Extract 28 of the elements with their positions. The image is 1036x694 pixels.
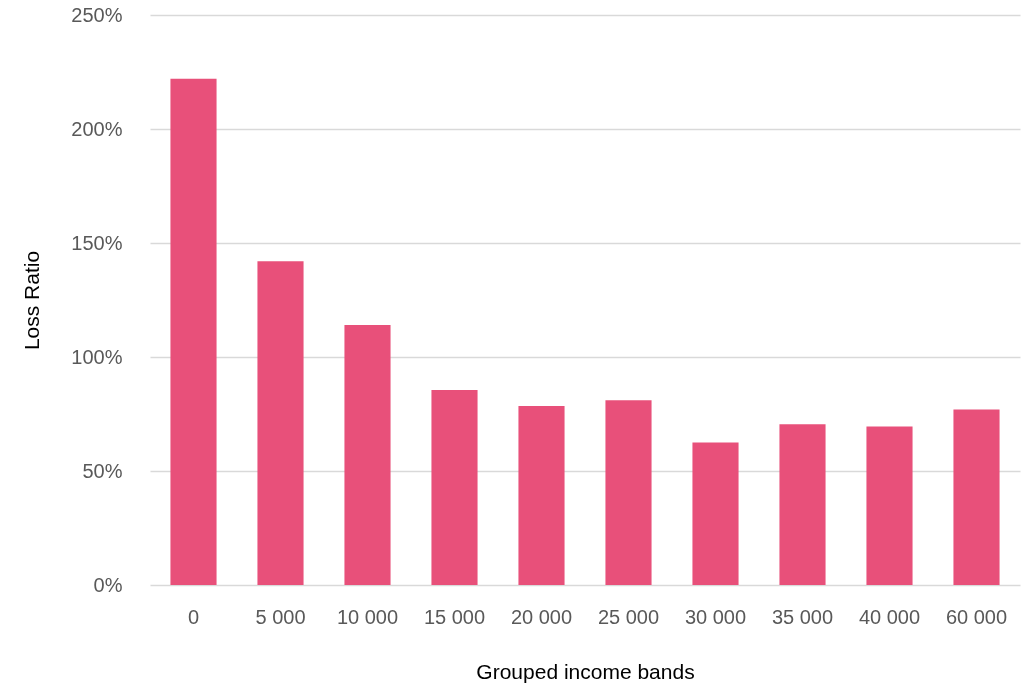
bar xyxy=(257,261,304,585)
y-tick-label: 200% xyxy=(71,117,123,140)
x-axis-title: Grouped income bands xyxy=(476,659,695,683)
x-tick-label: 20 000 xyxy=(510,605,573,628)
x-tick-label: 15 000 xyxy=(423,605,486,628)
bar xyxy=(431,390,478,585)
y-tick-label: 0% xyxy=(93,573,123,596)
bar xyxy=(692,442,739,585)
y-tick-label: 100% xyxy=(71,345,123,368)
bar xyxy=(953,409,1000,585)
x-tick-label: 5 000 xyxy=(255,605,306,628)
x-tick-label: 0 xyxy=(187,605,200,628)
y-tick-label: 50% xyxy=(82,459,123,482)
bar xyxy=(866,426,913,585)
x-tick-label: 60 000 xyxy=(945,605,1008,628)
bar xyxy=(605,400,652,585)
bar xyxy=(344,325,391,585)
x-tick-label: 40 000 xyxy=(858,605,921,628)
x-tick-label: 30 000 xyxy=(684,605,747,628)
bar xyxy=(170,78,217,585)
bar xyxy=(518,406,565,585)
y-tick-label: 250% xyxy=(71,3,123,26)
bar xyxy=(779,424,826,585)
y-axis-title: Loss Ratio xyxy=(20,250,44,351)
x-tick-label: 35 000 xyxy=(771,605,834,628)
x-tick-label: 25 000 xyxy=(597,605,660,628)
y-tick-label: 150% xyxy=(71,231,123,254)
x-tick-label: 10 000 xyxy=(336,605,399,628)
